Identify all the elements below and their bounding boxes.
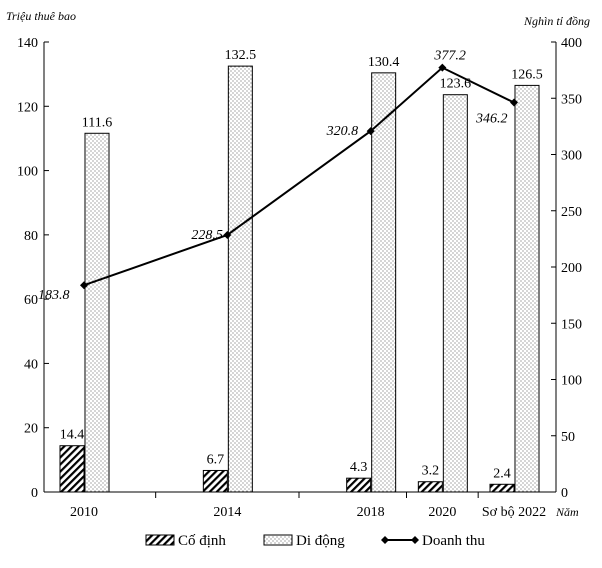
revenue-label: 183.8 (38, 288, 70, 303)
left-tick-label: 80 (24, 229, 38, 244)
x-axis-ticks: 2010 2014 2018 2020 Sơ bộ 2022 (70, 492, 546, 520)
bar-di-dong (227, 65, 253, 493)
left-tick-label: 140 (17, 36, 38, 51)
bar-co-dinh (346, 477, 372, 493)
left-tick-label: 100 (17, 165, 38, 180)
bar-co-dinh (417, 481, 443, 493)
right-tick-label: 150 (561, 317, 582, 332)
revenue-point (438, 63, 447, 72)
right-tick-label: 0 (561, 486, 568, 501)
legend-label-doanh-thu: Doanh thu (422, 533, 485, 549)
x-tick-label: 2020 (428, 505, 456, 520)
bar-label-di-dong: 126.5 (511, 67, 543, 82)
bar-di-dong (514, 84, 540, 493)
revenue-label: 228.5 (191, 228, 223, 243)
bar-label-di-dong: 132.5 (225, 48, 257, 63)
x-tick-label: 2014 (213, 505, 241, 520)
revenue-point (510, 98, 518, 107)
legend-label-co-dinh: Cố định (178, 533, 226, 549)
right-tick-label: 250 (561, 205, 582, 220)
right-tick-label: 50 (561, 430, 575, 445)
revenue-label: 320.8 (326, 124, 359, 139)
legend-marker-doanh-thu (381, 536, 389, 544)
right-tick-label: 100 (561, 374, 582, 389)
left-tick-label: 40 (24, 357, 38, 372)
left-tick-label: 0 (31, 486, 38, 501)
bar-label-co-dinh: 2.4 (493, 466, 511, 481)
x-axis-title: Năm (555, 505, 579, 519)
bars: 14.4 111.6 6.7 132.5 4.3 130.4 3.2 123.6 2.4 126.… (59, 48, 543, 493)
legend-swatch-di-dong (263, 534, 293, 546)
revenue-point (366, 127, 375, 136)
legend-label-di-dong: Di động (296, 533, 345, 549)
left-axis-title: Triệu thuê bao (6, 9, 76, 23)
revenue-label: 346.2 (475, 112, 508, 127)
right-axis-title: Nghìn tỉ đồng (523, 14, 590, 28)
right-axis-ticks: 0 50 100 150 200 250 300 350 400 (551, 36, 582, 501)
revenue-line: 183.8 228.5 320.8 377.2 346.2 (38, 49, 518, 303)
left-tick-label: 120 (17, 100, 38, 115)
left-tick-label: 60 (24, 293, 38, 308)
bar-label-di-dong: 111.6 (82, 115, 112, 130)
bar-co-dinh (489, 483, 515, 493)
bar-di-dong (371, 72, 397, 493)
bar-label-co-dinh: 3.2 (422, 464, 440, 479)
left-tick-label: 20 (24, 422, 38, 437)
x-tick-label: Sơ bộ 2022 (482, 505, 546, 520)
legend-marker-doanh-thu (411, 536, 419, 544)
right-tick-label: 300 (561, 149, 582, 164)
bar-label-di-dong: 123.6 (440, 77, 472, 92)
bar-label-di-dong: 130.4 (368, 55, 400, 70)
x-tick-label: 2010 (70, 505, 98, 520)
right-tick-label: 350 (561, 92, 582, 107)
bar-di-dong (442, 94, 468, 493)
x-tick-label: 2018 (357, 505, 385, 520)
revenue-point (223, 230, 232, 239)
bar-label-co-dinh: 6.7 (207, 452, 225, 467)
right-tick-label: 200 (561, 261, 582, 276)
left-axis-ticks: 0 20 40 60 80 100 120 140 (17, 36, 49, 501)
right-tick-label: 400 (561, 36, 582, 51)
legend: Cố định Di động Doanh thu (145, 533, 485, 549)
revenue-label: 377.2 (433, 49, 466, 64)
revenue-point (80, 281, 88, 290)
bar-di-dong (84, 132, 110, 493)
bar-label-co-dinh: 4.3 (350, 460, 368, 475)
legend-swatch-co-dinh (145, 534, 175, 546)
bar-co-dinh (59, 445, 85, 493)
bar-label-co-dinh: 14.4 (60, 428, 85, 443)
bar-co-dinh (202, 469, 228, 493)
